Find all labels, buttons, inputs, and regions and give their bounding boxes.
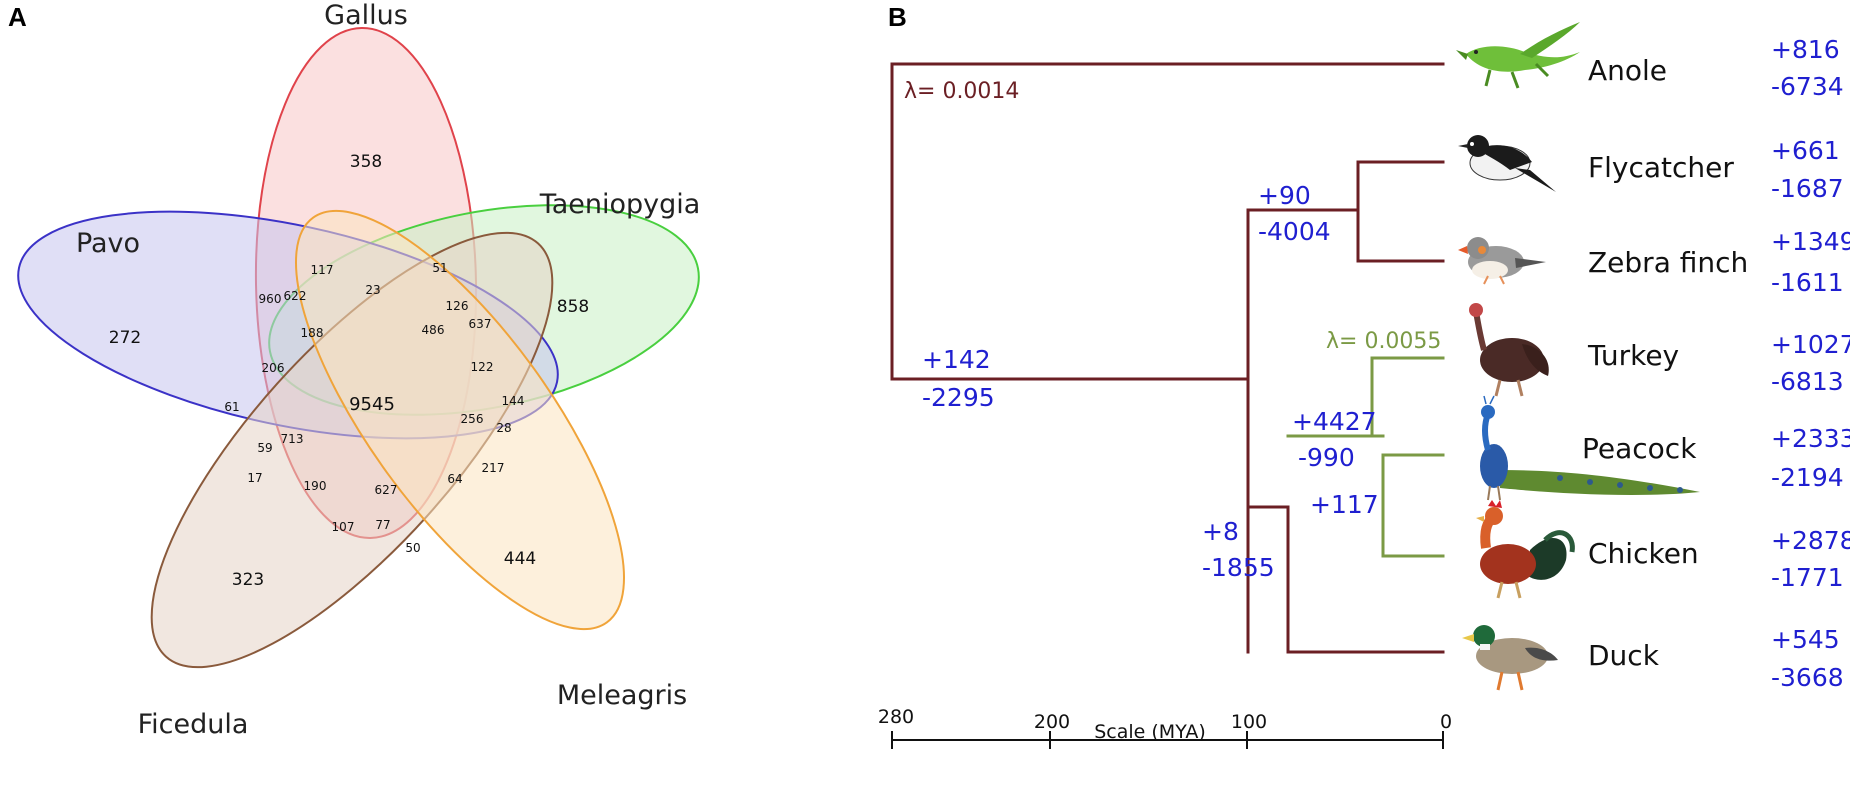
species-gain: +545 (1771, 625, 1840, 654)
scale-tick-label: 200 (1034, 711, 1070, 733)
venn-count: 28 (496, 421, 511, 435)
node-gain: +8 (1202, 517, 1239, 546)
panel-a-letter: A (8, 2, 27, 32)
scale-tick-label: 100 (1231, 711, 1267, 733)
zebra-finch-icon (1458, 237, 1546, 285)
ficedula-label: Ficedula (138, 709, 249, 740)
venn-count: 126 (446, 299, 469, 313)
species-name-anole: Anole (1588, 54, 1667, 87)
scale-label: Scale (MYA) (1094, 721, 1206, 743)
species-loss: -3668 (1771, 663, 1844, 692)
venn-count: 77 (375, 518, 390, 532)
venn-count: 256 (461, 412, 484, 426)
venn-count: 122 (471, 360, 494, 374)
meleagris-label: Meleagris (557, 680, 687, 711)
scale-tick-label: 280 (878, 706, 914, 728)
lambda-root-label: λ= 0.0014 (904, 79, 1019, 104)
venn-count: 444 (504, 549, 536, 569)
duck-icon (1462, 625, 1558, 691)
species-loss: -1611 (1771, 268, 1844, 297)
venn-ellipses (17, 27, 700, 669)
gallus-label: Gallus (324, 0, 408, 31)
taeniopygia-label: Taeniopygia (539, 189, 701, 220)
venn-count: 59 (257, 441, 272, 455)
species-labels: Anole Flycatcher Zebra finch Turkey Peac… (1582, 54, 1748, 672)
species-name-turkey: Turkey (1587, 339, 1679, 372)
node-loss: -1855 (1202, 553, 1275, 582)
galliform-branches (1286, 356, 1445, 558)
species-loss: -6734 (1771, 72, 1844, 101)
species-loss: -2194 (1771, 463, 1844, 492)
species-gain: +2878 (1771, 526, 1850, 555)
venn-count: 64 (447, 472, 462, 486)
venn-count: 627 (375, 483, 398, 497)
species-gain: +1027 (1771, 330, 1850, 359)
species-gain: +816 (1771, 35, 1840, 64)
venn-count: 107 (332, 520, 355, 534)
venn-count: 713 (281, 432, 304, 446)
internal-node-counts: +142 -2295 +90 -4004 +8 -1855 +4427 -990… (922, 181, 1379, 582)
venn-count: 206 (262, 361, 285, 375)
node-loss: -4004 (1258, 217, 1331, 246)
species-name-flycatcher: Flycatcher (1588, 151, 1734, 184)
tree-branches (890, 62, 1445, 654)
species-gain: +2333 (1771, 424, 1850, 453)
venn-count: 61 (224, 400, 239, 414)
node-loss: -2295 (922, 383, 995, 412)
venn-count: 188 (301, 326, 324, 340)
pavo-label: Pavo (76, 228, 140, 259)
species-loss: -6813 (1771, 367, 1844, 396)
venn-count: 217 (482, 461, 505, 475)
venn-count: 358 (350, 152, 382, 172)
node-loss: -990 (1298, 443, 1355, 472)
panel-b-letter: B (888, 2, 907, 32)
lambda-galliformes-label: λ= 0.0055 (1326, 329, 1441, 354)
flycatcher-icon (1458, 135, 1556, 192)
peacock-icon (1480, 395, 1700, 501)
species-loss: -1687 (1771, 174, 1844, 203)
turkey-icon (1469, 303, 1549, 397)
node-gain: +4427 (1292, 407, 1377, 436)
venn-count: 190 (304, 479, 327, 493)
venn-count: 23 (365, 283, 380, 297)
species-name-duck: Duck (1588, 639, 1660, 672)
panel-a-venn: A Gallus Taeniopygia Pavo Ficedula Melea… (8, 0, 701, 740)
venn-count: 622 (284, 289, 307, 303)
venn-count: 486 (422, 323, 445, 337)
lizard-icon (1456, 22, 1580, 89)
rooster-icon (1476, 500, 1575, 599)
venn-count: 117 (311, 263, 334, 277)
node-gain: +117 (1310, 490, 1379, 519)
meleagris-ellipse (295, 209, 625, 631)
node-gain: +90 (1258, 181, 1311, 210)
species-name-peacock: Peacock (1582, 432, 1697, 465)
species-gain: +661 (1771, 136, 1840, 165)
species-loss: -1771 (1771, 563, 1844, 592)
venn-count: 637 (469, 317, 492, 331)
node-gain: +142 (922, 345, 991, 374)
venn-count: 17 (247, 471, 262, 485)
venn-count: 323 (232, 570, 264, 590)
venn-count: 272 (109, 328, 141, 348)
venn-count: 51 (432, 261, 447, 275)
species-gain: +1349 (1771, 227, 1850, 256)
time-scale-bar (891, 731, 1444, 749)
species-counts: +816 -6734 +661 -1687 +1349 -1611 +1027 … (1771, 35, 1850, 692)
venn-counts: 358 858 272 323 444 9545 117 51 960 622 … (109, 152, 589, 590)
species-name-chicken: Chicken (1588, 537, 1699, 570)
venn-count: 858 (557, 297, 589, 317)
panel-b-tree: B λ= 0.0014 λ= 0.0055 (878, 2, 1850, 749)
venn-count: 50 (405, 541, 420, 555)
scale-tick-label: 0 (1440, 711, 1452, 733)
venn-count: 144 (502, 394, 525, 408)
venn-count: 960 (259, 292, 282, 306)
species-name-zebra-finch: Zebra finch (1588, 246, 1748, 279)
venn-count: 9545 (349, 394, 395, 415)
species-icons (1456, 22, 1700, 691)
